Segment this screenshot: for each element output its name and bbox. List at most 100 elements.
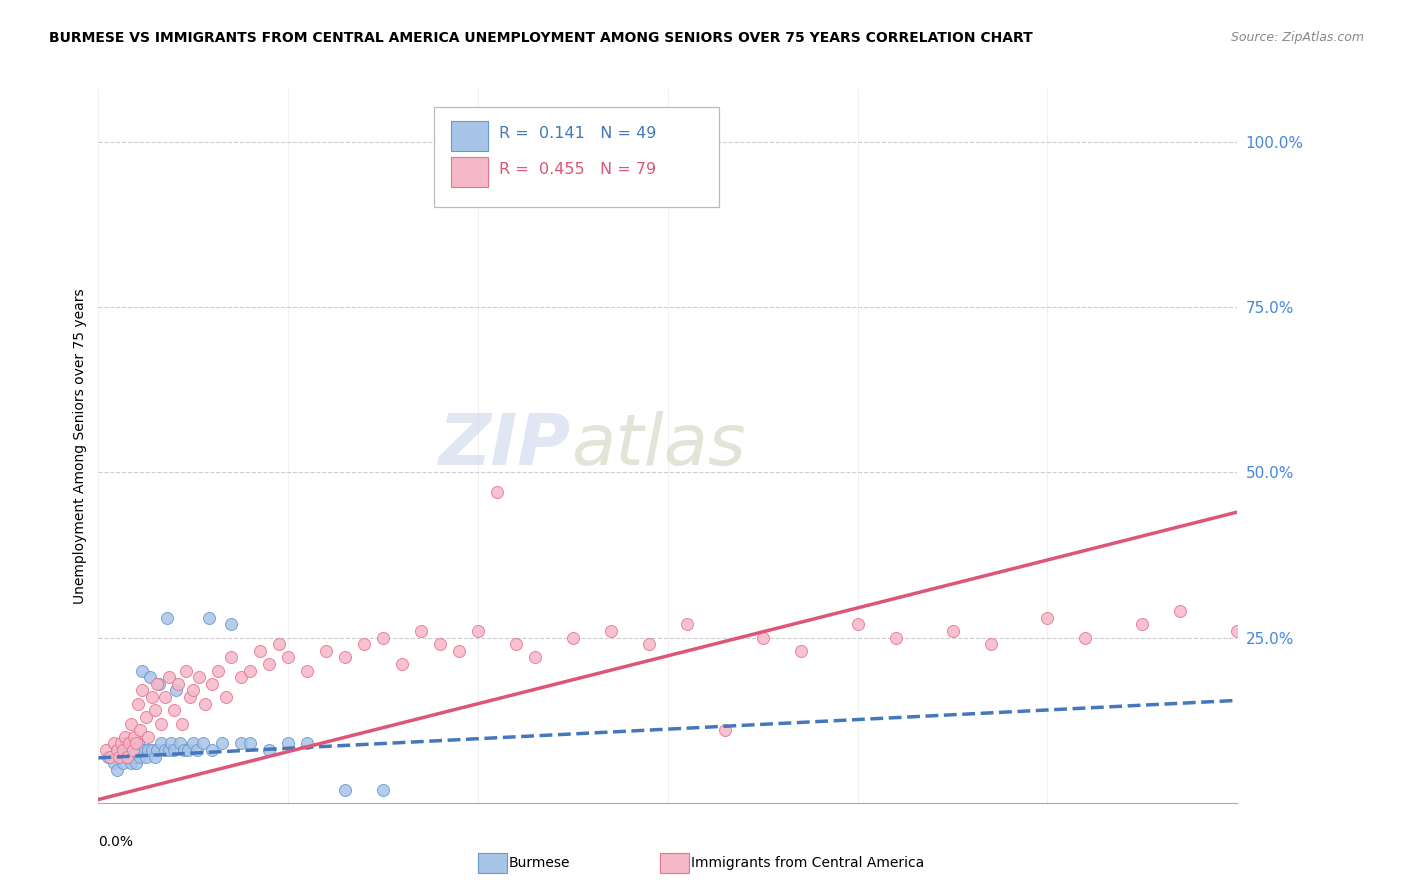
Point <box>411 624 433 638</box>
Point <box>115 749 138 764</box>
Point <box>169 736 191 750</box>
Point <box>752 631 775 645</box>
Text: R =  0.141   N = 49: R = 0.141 N = 49 <box>499 126 657 141</box>
Point <box>211 736 233 750</box>
Text: Source: ZipAtlas.com: Source: ZipAtlas.com <box>1230 31 1364 45</box>
Point <box>132 743 155 757</box>
Point <box>277 650 299 665</box>
Point <box>150 736 173 750</box>
Point <box>124 749 146 764</box>
Point <box>125 756 148 771</box>
Point <box>714 723 737 738</box>
Point <box>884 631 907 645</box>
Point <box>118 749 141 764</box>
Point <box>221 650 243 665</box>
Point <box>129 723 152 738</box>
Point <box>249 644 271 658</box>
Point <box>942 624 965 638</box>
Point <box>107 763 129 777</box>
Point <box>157 670 180 684</box>
Point <box>114 730 136 744</box>
Point <box>1378 617 1400 632</box>
Point <box>183 736 205 750</box>
Point <box>600 624 623 638</box>
Point <box>145 749 167 764</box>
Point <box>136 730 159 744</box>
Point <box>1036 611 1059 625</box>
Point <box>112 743 135 757</box>
Point <box>315 644 337 658</box>
Point <box>125 743 148 757</box>
Point <box>120 716 142 731</box>
Point <box>141 743 163 757</box>
Point <box>94 743 117 757</box>
Point <box>979 637 1001 651</box>
Point <box>486 485 509 500</box>
Point <box>121 743 143 757</box>
Text: 0.0%: 0.0% <box>98 835 134 849</box>
Point <box>371 631 394 645</box>
Point <box>335 650 357 665</box>
Point <box>120 756 142 771</box>
Point <box>136 743 159 757</box>
Point <box>186 743 208 757</box>
Point <box>115 743 138 757</box>
Y-axis label: Unemployment Among Seniors over 75 years: Unemployment Among Seniors over 75 years <box>73 288 87 604</box>
FancyBboxPatch shape <box>434 107 718 207</box>
Point <box>188 670 211 684</box>
Point <box>135 710 157 724</box>
Point <box>157 743 180 757</box>
Point <box>676 617 699 632</box>
Point <box>467 624 489 638</box>
Point <box>201 743 224 757</box>
Text: R =  0.455   N = 79: R = 0.455 N = 79 <box>499 161 657 177</box>
Point <box>124 730 146 744</box>
FancyBboxPatch shape <box>659 854 689 873</box>
Point <box>197 611 219 625</box>
Point <box>112 756 135 771</box>
Point <box>131 664 153 678</box>
Point <box>267 637 290 651</box>
Point <box>449 644 471 658</box>
Text: Immigrants from Central America: Immigrants from Central America <box>690 856 924 871</box>
Point <box>153 690 176 704</box>
Point <box>524 650 547 665</box>
Point <box>150 716 173 731</box>
Point <box>277 736 299 750</box>
Point <box>1284 611 1306 625</box>
Point <box>103 756 125 771</box>
Point <box>562 631 585 645</box>
Point <box>1226 624 1249 638</box>
Point <box>118 736 141 750</box>
Point <box>790 644 813 658</box>
Point <box>135 749 157 764</box>
Point <box>107 743 129 757</box>
Point <box>107 743 129 757</box>
Point <box>129 749 152 764</box>
Point <box>103 736 125 750</box>
Point <box>239 736 262 750</box>
Point <box>148 677 170 691</box>
Point <box>297 664 319 678</box>
Point <box>156 611 179 625</box>
Point <box>153 743 176 757</box>
Point <box>221 617 243 632</box>
Text: Burmese: Burmese <box>509 856 569 871</box>
Point <box>163 743 186 757</box>
Point <box>159 736 181 750</box>
Point <box>194 697 217 711</box>
Point <box>259 743 281 757</box>
Point <box>638 637 661 651</box>
Point <box>125 736 148 750</box>
Point <box>183 683 205 698</box>
Point <box>141 690 163 704</box>
Point <box>97 749 120 764</box>
Point <box>391 657 413 671</box>
Point <box>174 664 197 678</box>
Point <box>131 683 153 698</box>
Point <box>108 749 131 764</box>
Point <box>191 736 214 750</box>
Point <box>145 703 167 717</box>
Point <box>429 637 451 651</box>
Point <box>98 749 121 764</box>
